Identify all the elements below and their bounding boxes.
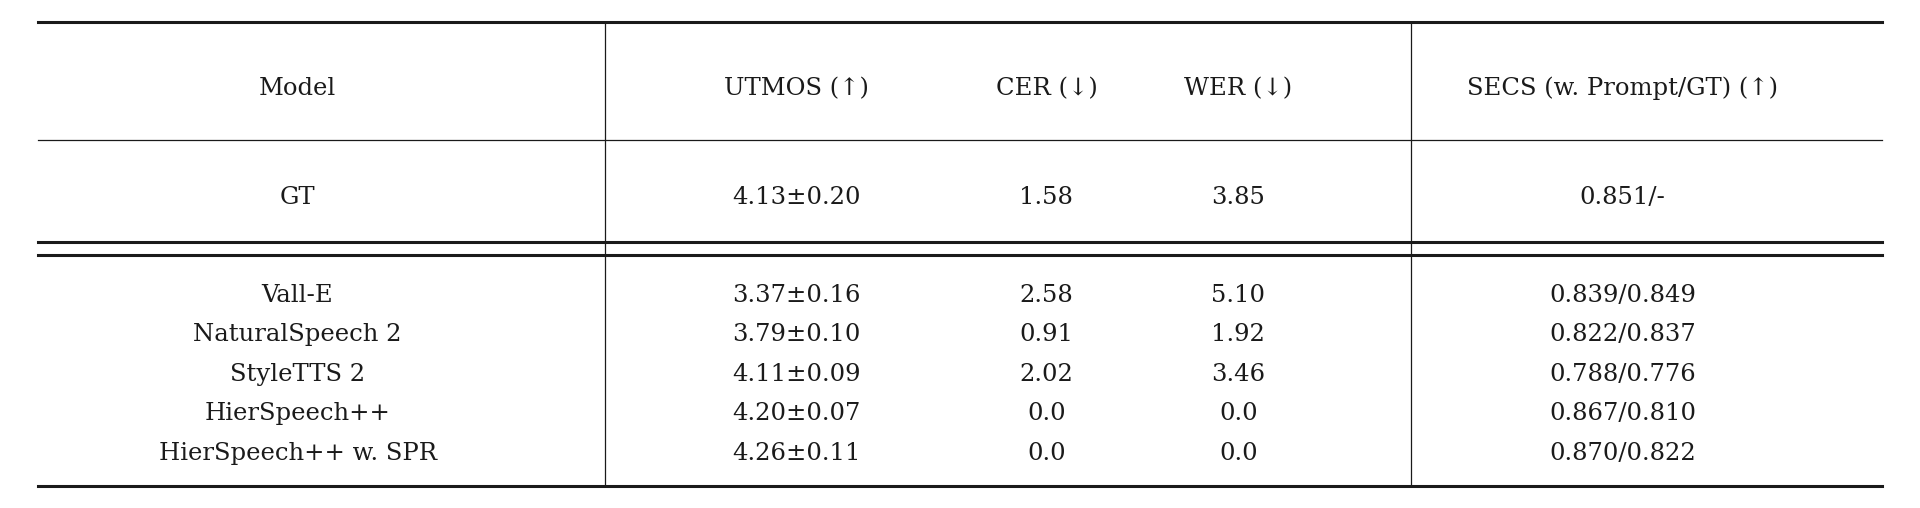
Text: 3.85: 3.85	[1212, 186, 1265, 209]
Text: 5.10: 5.10	[1212, 283, 1265, 306]
Text: 0.822/0.837: 0.822/0.837	[1549, 324, 1695, 346]
Text: 0.91: 0.91	[1020, 324, 1073, 346]
Text: HierSpeech++: HierSpeech++	[205, 402, 390, 425]
Text: 4.11±0.09: 4.11±0.09	[733, 363, 860, 387]
Text: UTMOS (↑): UTMOS (↑)	[724, 77, 870, 100]
Text: 0.0: 0.0	[1219, 442, 1258, 465]
Text: 3.79±0.10: 3.79±0.10	[733, 324, 860, 346]
Text: HierSpeech++ w. SPR: HierSpeech++ w. SPR	[159, 442, 436, 465]
Text: 2.58: 2.58	[1020, 283, 1073, 306]
Text: GT: GT	[280, 186, 315, 209]
Text: 1.58: 1.58	[1020, 186, 1073, 209]
Text: 0.867/0.810: 0.867/0.810	[1549, 402, 1695, 425]
Text: 0.870/0.822: 0.870/0.822	[1549, 442, 1695, 465]
Text: WER (↓): WER (↓)	[1185, 77, 1292, 100]
Text: 0.788/0.776: 0.788/0.776	[1549, 363, 1695, 387]
Text: 0.0: 0.0	[1027, 442, 1066, 465]
Text: 1.92: 1.92	[1212, 324, 1265, 346]
Text: 0.0: 0.0	[1027, 402, 1066, 425]
Text: 4.13±0.20: 4.13±0.20	[733, 186, 860, 209]
Text: 4.20±0.07: 4.20±0.07	[733, 402, 860, 425]
Text: SECS (w. Prompt/GT) (↑): SECS (w. Prompt/GT) (↑)	[1467, 77, 1778, 101]
Text: NaturalSpeech 2: NaturalSpeech 2	[194, 324, 401, 346]
Text: 3.46: 3.46	[1212, 363, 1265, 387]
Text: 4.26±0.11: 4.26±0.11	[733, 442, 860, 465]
Text: StyleTTS 2: StyleTTS 2	[230, 363, 365, 387]
Text: 0.839/0.849: 0.839/0.849	[1549, 283, 1695, 306]
Text: 3.37±0.16: 3.37±0.16	[733, 283, 860, 306]
Text: 2.02: 2.02	[1020, 363, 1073, 387]
Text: 0.851/-: 0.851/-	[1580, 186, 1665, 209]
Text: Model: Model	[259, 77, 336, 100]
Text: Vall-E: Vall-E	[261, 283, 334, 306]
Text: 0.0: 0.0	[1219, 402, 1258, 425]
Text: CER (↓): CER (↓)	[996, 77, 1096, 100]
